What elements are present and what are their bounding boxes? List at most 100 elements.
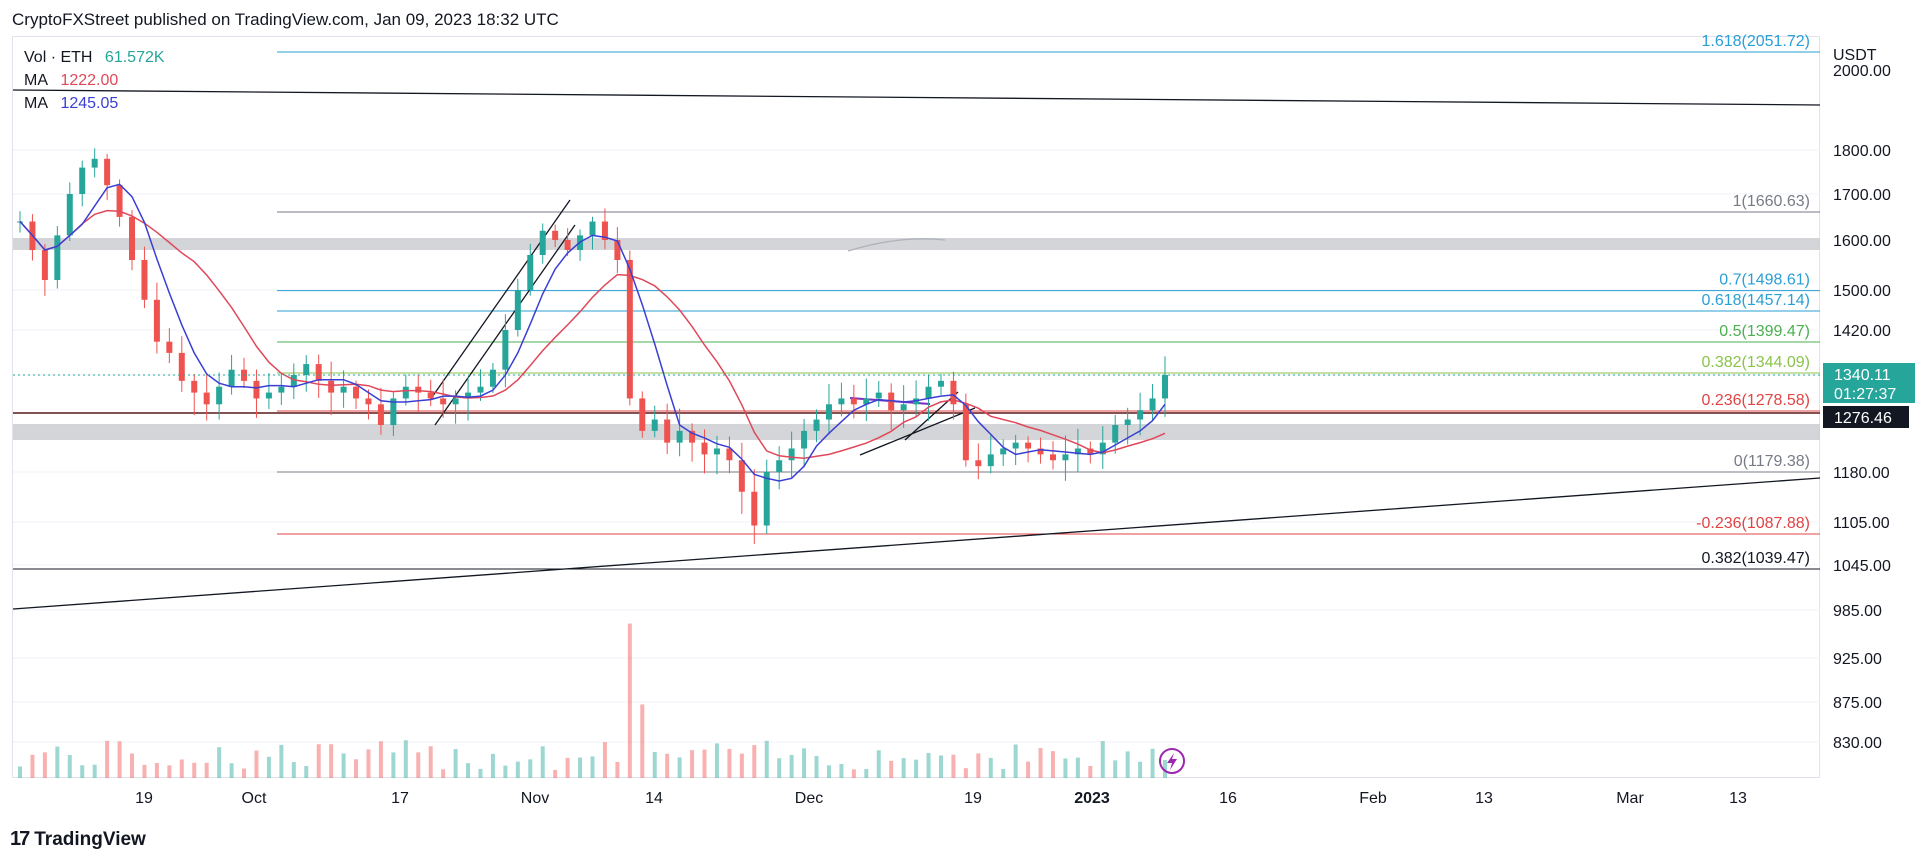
candle-body: [129, 216, 136, 260]
fib-level-label: 0.382(1039.47): [1701, 550, 1810, 567]
candle-body: [751, 491, 758, 526]
candle-body: [228, 369, 235, 387]
tradingview-logo-icon: 17: [10, 828, 30, 850]
chart-frame[interactable]: [12, 36, 1820, 778]
candle-body: [614, 240, 621, 260]
lightning-bolt: [1167, 753, 1177, 770]
candle-body: [763, 472, 770, 526]
candle-body: [738, 460, 745, 492]
volume-bar: [192, 762, 197, 778]
candle-body: [1124, 419, 1131, 425]
candle-body: [41, 250, 48, 280]
candle-body: [1000, 448, 1007, 455]
candle-body: [427, 392, 434, 399]
descending-trendline: [12, 89, 1821, 106]
candle-body: [1137, 410, 1144, 420]
candle-body: [303, 364, 310, 375]
tradingview-brand: TradingView: [34, 828, 146, 850]
candle-body: [626, 260, 633, 399]
volume-bar: [391, 752, 396, 778]
volume-bar: [602, 742, 607, 778]
candle-body: [353, 386, 360, 399]
price-tick-label: 1105.00: [1833, 515, 1890, 532]
candle-body: [365, 398, 372, 405]
candle-body: [440, 398, 447, 405]
candle-body: [601, 221, 608, 240]
volume-bar: [478, 768, 483, 778]
volume-bar: [80, 765, 85, 778]
volume-bar: [1138, 761, 1143, 778]
volume-bar: [1013, 744, 1018, 778]
candle-body: [564, 240, 571, 250]
triangle-line-lower: [859, 407, 976, 456]
ascending-trendline: [12, 477, 1821, 610]
volume-bar: [652, 751, 657, 778]
volume-bar: [1001, 769, 1006, 778]
candle-body: [203, 392, 210, 405]
volume-bar: [366, 749, 371, 778]
legend-volume-value: 61.572K: [104, 49, 165, 66]
candle-body: [91, 158, 98, 168]
volume-bar: [42, 752, 47, 778]
x-tick-label: Mar: [1616, 790, 1644, 807]
legend-ma-blue-value: 1245.05: [60, 95, 119, 112]
legend-ma-red: MA 1222.00: [24, 69, 173, 92]
candle-body: [1162, 375, 1168, 399]
volume-bar: [677, 757, 682, 778]
volume-bar: [802, 748, 807, 778]
volume-bar: [951, 754, 956, 778]
volume-bar: [1075, 757, 1080, 778]
volume-bar: [179, 759, 184, 778]
candle-body: [278, 386, 285, 393]
price-tick-label: 1180.00: [1833, 465, 1890, 482]
x-tick-label: 13: [1729, 790, 1747, 807]
volume-bar: [416, 752, 421, 778]
volume-bar: [864, 768, 869, 778]
channel-line-upper: [429, 199, 571, 401]
price-tick-label: 1600.00: [1833, 233, 1891, 250]
volume-bar: [242, 768, 247, 778]
candle-body: [452, 398, 459, 405]
volume-bar: [1050, 751, 1055, 778]
volume-bar: [142, 764, 147, 778]
candle-body: [216, 386, 223, 405]
candle-body: [178, 352, 185, 381]
legend-ma-red-value: 1222.00: [60, 72, 119, 89]
candle-body: [639, 398, 646, 431]
volume-bar: [105, 740, 110, 778]
volume-bar: [130, 753, 135, 778]
price-tick-label: 2000.00: [1833, 63, 1891, 80]
volume-bar: [1100, 741, 1105, 778]
legend-volume-label: Vol · ETH: [24, 49, 93, 66]
candle-body: [514, 290, 521, 330]
candle-body: [328, 380, 335, 393]
fib-level-label: 0.7(1498.61): [1719, 272, 1810, 289]
volume-bar: [92, 764, 97, 778]
candle-body: [340, 386, 347, 393]
x-tick-label: 19: [135, 790, 153, 807]
candle-body: [390, 398, 397, 425]
candle-body: [925, 386, 932, 399]
candle-body: [141, 260, 148, 300]
x-tick-label: 14: [645, 790, 663, 807]
candle-body: [527, 255, 534, 290]
ma-blue-line: [19, 183, 1166, 482]
fib-level-label: 0.618(1457.14): [1701, 292, 1810, 309]
volume-bar: [316, 744, 321, 778]
candle-body: [315, 364, 322, 381]
tradingview-footer[interactable]: 17 TradingView: [10, 828, 146, 851]
volume-bar: [428, 746, 433, 778]
candle-body: [651, 419, 658, 431]
last-price-value: 1340.11: [1834, 367, 1891, 384]
reference-price-value: 1276.46: [1834, 410, 1892, 427]
candle-body: [415, 386, 422, 393]
x-tick-label: Oct: [242, 790, 267, 807]
price-tick-label: 830.00: [1833, 735, 1882, 752]
x-tick-label: Feb: [1359, 790, 1387, 807]
candle-body: [253, 380, 260, 399]
candle-body: [489, 369, 496, 387]
candle-body: [552, 230, 559, 240]
volume-bar: [540, 746, 545, 778]
volume-bar: [789, 754, 794, 778]
